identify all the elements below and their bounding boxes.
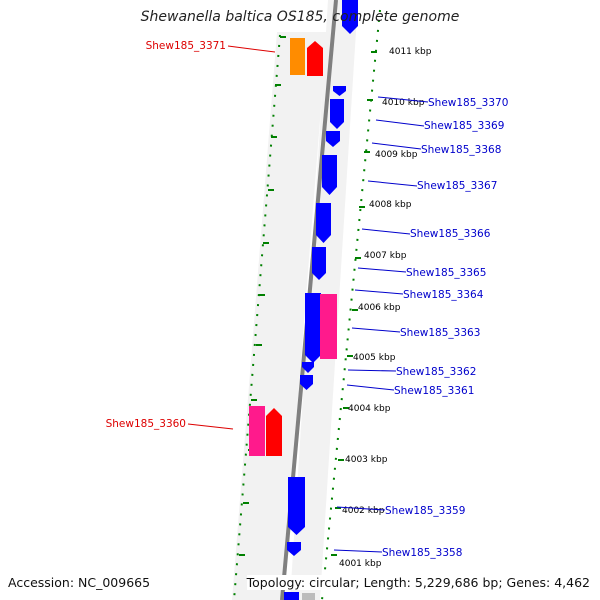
gene-label[interactable]: Shew185_3359: [385, 505, 465, 517]
leader-line: [371, 142, 422, 150]
kbp-tick-label: 4004 kbp: [348, 404, 391, 414]
gene-arrow: [330, 99, 344, 129]
leader-line: [361, 228, 411, 235]
leader-line: [357, 267, 407, 273]
gene-arrow: [312, 247, 326, 280]
gene-arrow: [288, 477, 305, 535]
kbp-tick-label: 4003 kbp: [345, 455, 388, 465]
gene-arrow: [300, 375, 313, 390]
gene-label[interactable]: Shew185_3362: [396, 366, 476, 378]
leader-line: [347, 369, 397, 372]
kbp-tick-label: 4006 kbp: [358, 303, 401, 313]
gene-arrow: [305, 293, 321, 363]
accession-text: Accession: NC_009665: [8, 575, 151, 590]
gene-arrow: [342, 0, 358, 34]
gene-label[interactable]: Shew185_3364: [403, 289, 484, 301]
kbp-tick-label: 4010 kbp: [382, 98, 425, 108]
gene-label[interactable]: Shew185_3365: [406, 267, 486, 279]
gene-label[interactable]: Shew185_3369: [424, 120, 504, 132]
gene-label[interactable]: Shew185_3371: [146, 40, 226, 52]
rna-feature-orange: [290, 38, 305, 75]
kbp-tick-label: 4001 kbp: [339, 559, 382, 569]
kbp-tick-label: 4002 kbp: [342, 506, 385, 516]
gene-arrow: [287, 542, 301, 556]
leader-line: [367, 180, 418, 187]
gene-label[interactable]: Shew185_3368: [421, 144, 501, 156]
label-leader-lines: [187, 45, 429, 553]
rna-feature-pink: [249, 406, 265, 456]
outer-track-band: [232, 32, 327, 600]
rna-feature-red: [266, 408, 282, 456]
gene-label[interactable]: Shew185_3370: [428, 97, 508, 109]
gene-arrow: [302, 362, 314, 373]
ruler-tick-labels: 4011 kbp 4010 kbp 4009 kbp 4008 kbp 4007 kbp…: [339, 47, 432, 569]
gene-labels: Shew185_3371 Shew185_3370 Shew185_3369 Shew…: [106, 40, 509, 559]
leader-line: [351, 327, 401, 333]
leader-line: [227, 45, 276, 53]
gene-label[interactable]: Shew185_3360: [106, 418, 186, 430]
genome-title: Shewanella baltica OS185, complete genom…: [140, 9, 460, 25]
leader-line: [354, 289, 404, 295]
kbp-tick-label: 4008 kbp: [369, 200, 412, 210]
gene-label[interactable]: Shew185_3358: [382, 547, 462, 559]
gene-label[interactable]: Shew185_3367: [417, 180, 497, 192]
leader-line: [187, 423, 234, 430]
rna-feature-pink: [320, 294, 337, 359]
gene-label[interactable]: Shew185_3361: [394, 385, 474, 397]
kbp-tick-label: 4007 kbp: [364, 251, 407, 261]
gene-fragment: [302, 593, 315, 600]
kbp-tick-label: 4005 kbp: [353, 353, 396, 363]
rna-feature-red: [307, 41, 323, 76]
leader-line: [377, 96, 429, 103]
leader-line: [333, 549, 383, 553]
kbp-tick-label: 4011 kbp: [389, 47, 432, 57]
gene-arrow: [333, 86, 346, 96]
leader-line: [346, 384, 395, 391]
topology-summary: Topology: circular; Length: 5,229,686 bp…: [246, 575, 590, 590]
gene-arrow: [322, 155, 337, 195]
kbp-tick-label: 4009 kbp: [375, 150, 418, 160]
gene-label[interactable]: Shew185_3366: [410, 228, 491, 240]
gene-features: [249, 0, 358, 600]
leader-line: [336, 506, 386, 511]
gene-arrow: [316, 203, 331, 243]
gene-arrow: [326, 131, 340, 147]
gene-label[interactable]: Shew185_3363: [400, 327, 480, 339]
gene-arrow: [284, 592, 299, 600]
leader-line: [375, 119, 425, 127]
